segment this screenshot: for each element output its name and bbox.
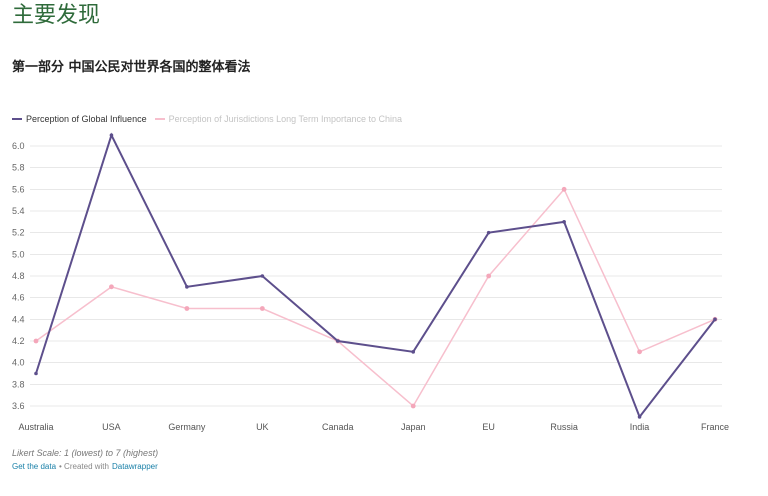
get-the-data-link[interactable]: Get the data	[12, 462, 57, 471]
data-point-perception-of-global-influence	[260, 274, 265, 278]
page-title: 主要发现	[12, 3, 101, 28]
x-tick-label: USA	[102, 422, 121, 432]
y-tick-label: 4.8	[12, 271, 25, 281]
x-tick-label: Russia	[550, 422, 578, 432]
x-tick-label: EU	[482, 422, 495, 432]
data-point-perception-of-global-influence	[486, 230, 491, 235]
y-tick-label: 6.0	[12, 141, 25, 151]
data-point-perception-of-jurisdictions-long-term-importance-to-china	[184, 306, 190, 311]
created-with-text: • Created with	[59, 462, 109, 471]
x-tick-label: France	[701, 422, 729, 432]
legend-item-global-influence: Perception of Global Influence	[12, 113, 147, 125]
data-point-perception-of-jurisdictions-long-term-importance-to-china	[33, 338, 39, 344]
data-point-perception-of-global-influence	[411, 350, 416, 354]
page-subtitle: 第一部分 中国公民对世界各国的整体看法	[12, 60, 251, 75]
x-tick-label: Canada	[322, 422, 354, 432]
y-tick-label: 5.2	[12, 228, 25, 238]
y-tick-label: 4.4	[12, 314, 25, 324]
y-tick-label: 3.8	[12, 379, 25, 389]
legend-label-global-influence: Perception of Global Influence	[26, 114, 147, 124]
data-point-perception-of-global-influence	[335, 339, 340, 343]
data-point-perception-of-global-influence	[34, 371, 38, 376]
data-point-perception-of-jurisdictions-long-term-importance-to-china	[637, 349, 642, 355]
line-chart: 6.0 5.8 5.6 5.4 5.2 5.0 4.8 4.6 4.4 4.2 4.0 3.8 3.6 A…	[12, 132, 729, 432]
legend-swatch-global-influence	[12, 118, 22, 120]
y-tick-label: 5.0	[12, 249, 25, 259]
data-point-perception-of-global-influence	[562, 220, 566, 224]
footnote: Likert Scale: 1 (lowest) to 7 (highest)	[12, 448, 159, 458]
y-tick-label: 4.2	[12, 336, 25, 346]
series-line-perception-of-jurisdictions-long-term-importance-to-china	[35, 187, 716, 408]
data-point-perception-of-global-influence	[637, 415, 642, 419]
data-point-perception-of-global-influence	[185, 285, 189, 289]
x-tick-label: Australia	[18, 422, 53, 432]
x-tick-label: India	[630, 422, 650, 432]
credits: Get the data • Created with Datawrapper	[12, 461, 158, 472]
y-tick-label: 5.6	[12, 184, 25, 194]
x-tick-label: UK	[256, 422, 269, 432]
datawrapper-link[interactable]: Datawrapper	[111, 462, 158, 471]
data-point-perception-of-jurisdictions-long-term-importance-to-china	[561, 186, 567, 192]
data-point-perception-of-jurisdictions-long-term-importance-to-china	[259, 306, 265, 311]
data-point-perception-of-global-influence	[713, 317, 717, 322]
data-point-perception-of-jurisdictions-long-term-importance-to-china	[486, 273, 492, 279]
y-tick-label: 4.6	[12, 293, 25, 303]
legend-label-long-term-importance: Perception of Jurisdictions Long Term Im…	[168, 114, 403, 124]
data-point-perception-of-jurisdictions-long-term-importance-to-china	[410, 403, 416, 409]
y-tick-label: 5.8	[12, 163, 25, 173]
legend-swatch-long-term-importance	[154, 118, 165, 120]
y-tick-label: 4.0	[12, 358, 25, 368]
legend-item-long-term-importance: Perception of Jurisdictions Long Term Im…	[154, 113, 403, 125]
series-line-perception-of-global-influence	[35, 132, 716, 419]
data-point-perception-of-global-influence	[109, 133, 114, 137]
x-tick-label: Germany	[168, 422, 206, 432]
chart-legend: Perception of Global Influence Perceptio…	[12, 113, 410, 125]
y-tick-label: 3.6	[12, 401, 25, 411]
x-tick-label: Japan	[401, 422, 426, 432]
data-point-perception-of-jurisdictions-long-term-importance-to-china	[109, 284, 114, 290]
y-tick-label: 5.4	[12, 206, 25, 216]
